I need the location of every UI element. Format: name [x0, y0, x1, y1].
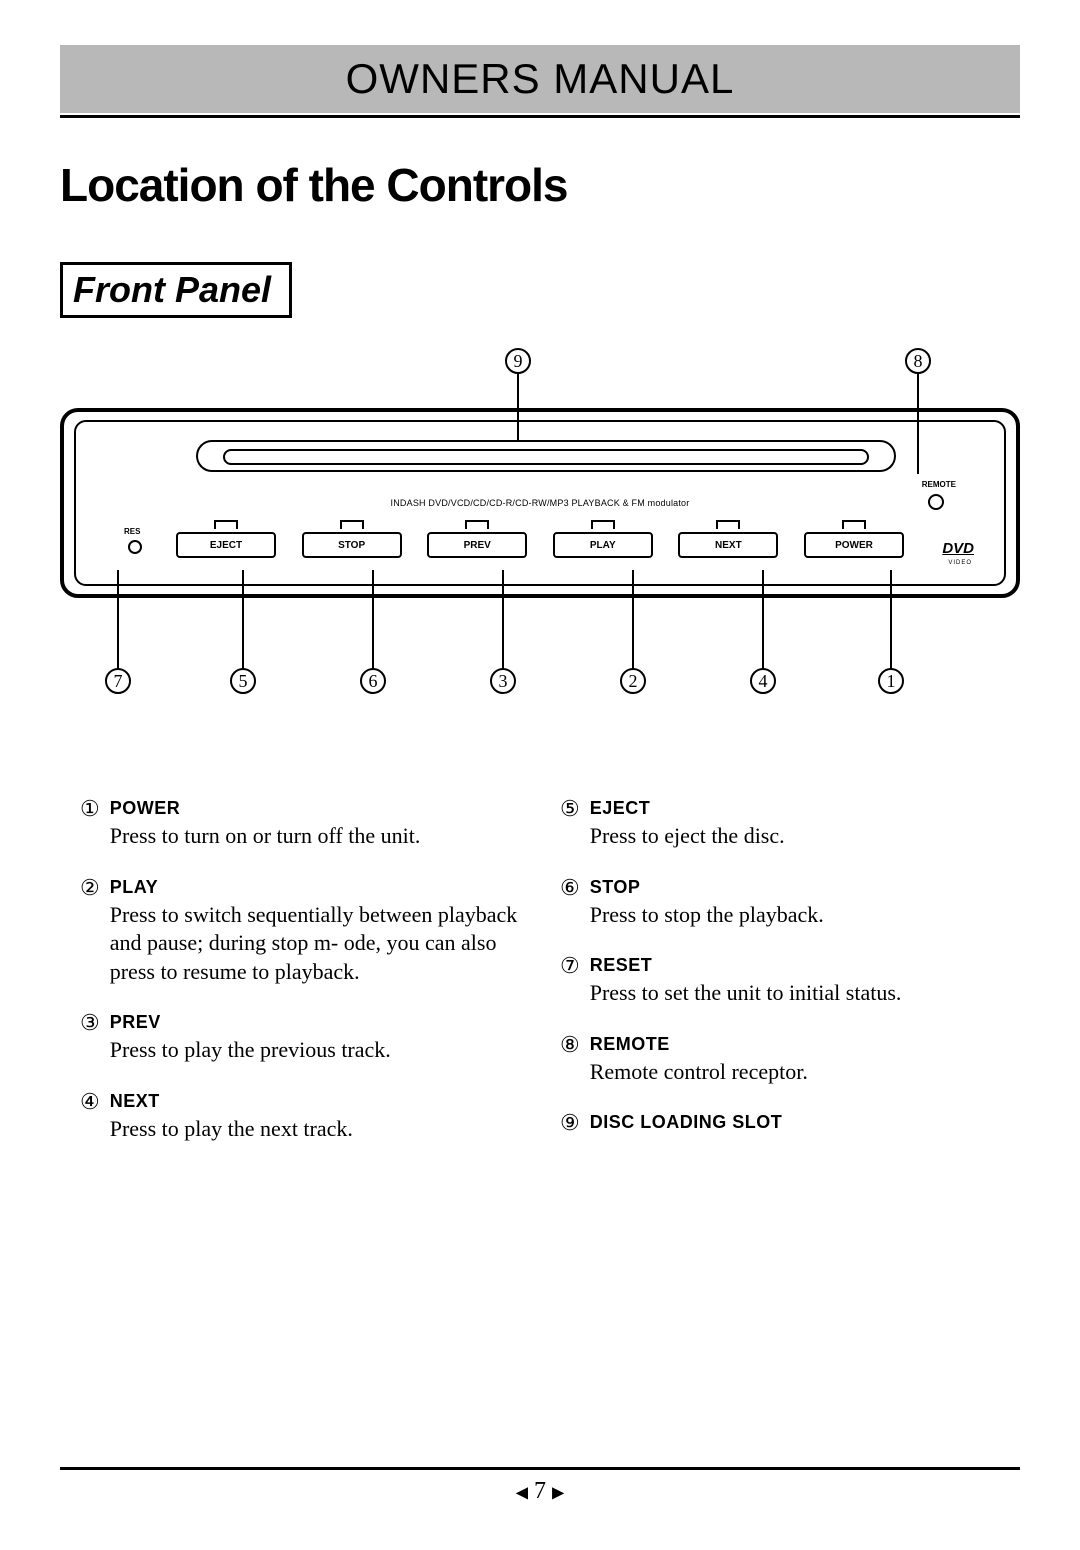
btn-prev: PREV	[427, 532, 527, 558]
controls-list: ① POWER Press to turn on or turn off the…	[60, 798, 1020, 1170]
dvd-logo-sub: VIDEO	[948, 560, 972, 566]
controls-right-column: ⑤ EJECT Press to eject the disc. ⑥ STOP …	[560, 798, 1000, 1170]
control-item-2: ② PLAY Press to switch sequentially betw…	[80, 877, 520, 987]
btn-play: PLAY	[553, 532, 653, 558]
control-item-1: ① POWER Press to turn on or turn off the…	[80, 798, 520, 851]
disc-slot	[196, 440, 896, 472]
subtitle: Front Panel	[73, 269, 271, 311]
callout-8: 8	[905, 348, 931, 374]
control-item-9: ⑨ DISC LOADING SLOT	[560, 1112, 1000, 1136]
remote-sensor	[928, 494, 944, 510]
device-panel: INDASH DVD/VCD/CD/CD-R/CD-RW/MP3 PLAYBAC…	[60, 408, 1020, 598]
callout-6: 6	[360, 668, 386, 694]
subtitle-box: Front Panel	[60, 262, 292, 318]
header-title: OWNERS MANUAL	[346, 55, 735, 103]
control-item-8: ⑧ REMOTE Remote control receptor.	[560, 1034, 1000, 1087]
front-panel-diagram: 9 8 INDASH DVD/VCD/CD/CD-R/CD-RW/MP3 PLA…	[60, 348, 1020, 748]
controls-left-column: ① POWER Press to turn on or turn off the…	[80, 798, 520, 1170]
callout-1: 1	[878, 668, 904, 694]
callout-2: 2	[620, 668, 646, 694]
callout-3: 3	[490, 668, 516, 694]
page-number: ◀ 7 ▶	[60, 1478, 1020, 1505]
reset-button	[128, 540, 142, 554]
btn-eject: EJECT	[176, 532, 276, 558]
control-item-7: ⑦ RESET Press to set the unit to initial…	[560, 955, 1000, 1008]
remote-label: REMOTE	[922, 480, 956, 489]
control-item-4: ④ NEXT Press to play the next track.	[80, 1091, 520, 1144]
callout-7: 7	[105, 668, 131, 694]
reset-label: RES	[124, 527, 140, 536]
dvd-logo: DVD	[942, 541, 974, 556]
header-band: OWNERS MANUAL	[60, 45, 1020, 113]
btn-power: POWER	[804, 532, 904, 558]
callout-5: 5	[230, 668, 256, 694]
control-item-3: ③ PREV Press to play the previous track.	[80, 1012, 520, 1065]
page-footer: ◀ 7 ▶	[60, 1467, 1020, 1505]
button-row: EJECT STOP PREV PLAY NEXT POWER	[176, 532, 904, 558]
control-item-6: ⑥ STOP Press to stop the playback.	[560, 877, 1000, 930]
device-center-text: INDASH DVD/VCD/CD/CD-R/CD-RW/MP3 PLAYBAC…	[76, 498, 1004, 508]
btn-next: NEXT	[678, 532, 778, 558]
control-item-5: ⑤ EJECT Press to eject the disc.	[560, 798, 1000, 851]
callout-9: 9	[505, 348, 531, 374]
footer-rule	[60, 1467, 1020, 1470]
callout-4: 4	[750, 668, 776, 694]
section-title: Location of the Controls	[60, 158, 1020, 212]
header-rule	[60, 115, 1020, 118]
btn-stop: STOP	[302, 532, 402, 558]
